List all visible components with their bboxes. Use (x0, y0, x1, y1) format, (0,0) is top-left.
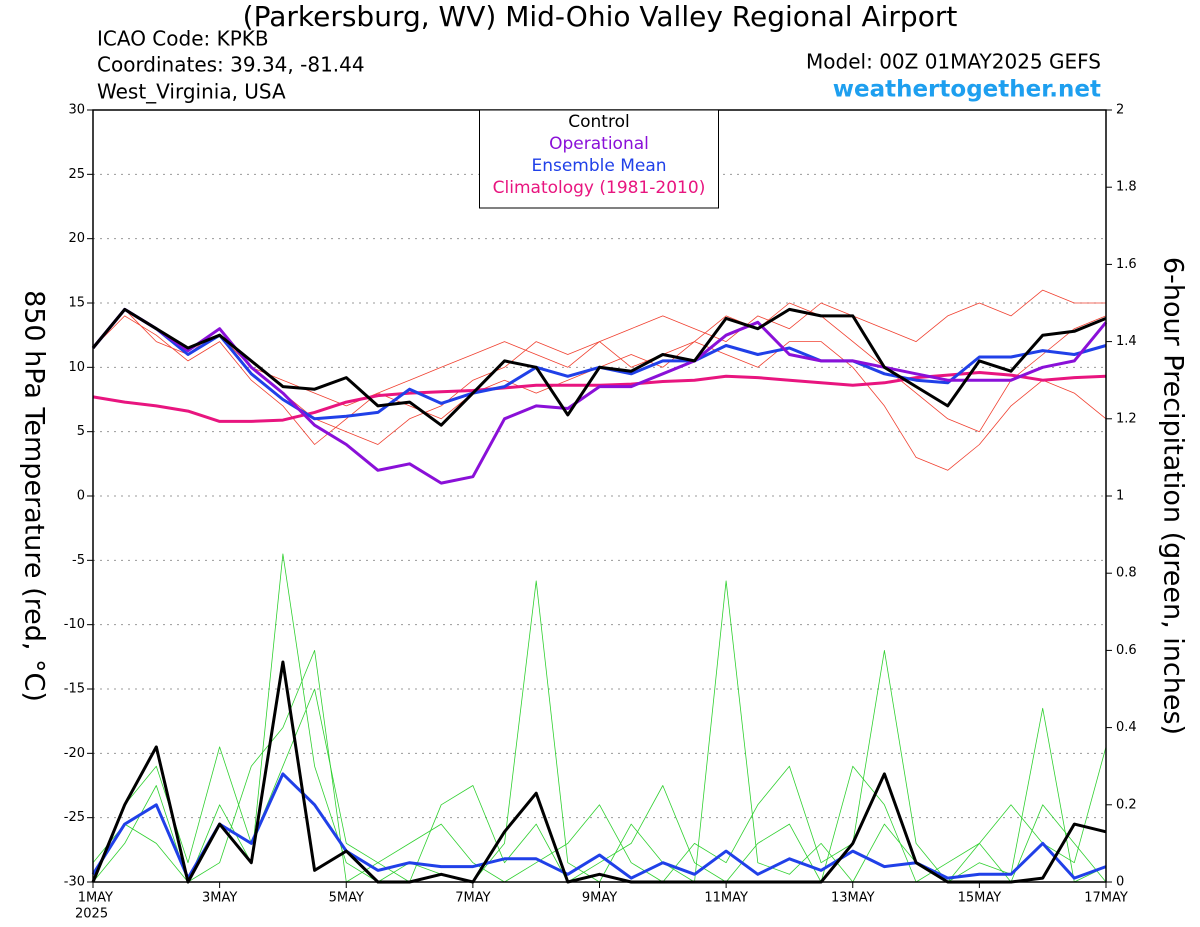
y-tick-label: 20 (68, 231, 85, 246)
y-tick-label: 15 (68, 296, 85, 311)
y2-tick-label: 2 (1116, 103, 1124, 118)
legend-entry: Ensemble Mean (531, 156, 666, 176)
y2-tick-label: 0.4 (1116, 720, 1137, 735)
x-tick-label: 11MAY (704, 891, 748, 906)
x-tick-label: 17MAY (1084, 891, 1128, 906)
y2-tick-label: 0.6 (1116, 643, 1137, 658)
x-tick-label: 9MAY (582, 891, 617, 906)
model-info: Model: 00Z 01MAY2025 GEFS (806, 50, 1101, 74)
legend-entry: Climatology (1981-2010) (493, 178, 706, 198)
temperature-line (91, 307, 1107, 421)
y2-tick-label: 1.2 (1116, 411, 1137, 426)
y-tick-label: -10 (64, 617, 85, 632)
y-tick-label: 0 (77, 489, 85, 504)
y-tick-label: -15 (64, 682, 85, 697)
y2-tick-label: 1.8 (1116, 180, 1137, 195)
y-tick-label: -5 (72, 553, 85, 568)
x-tick-label: 5MAY (329, 891, 364, 906)
y-tick-label: -30 (64, 875, 85, 890)
y-tick-label: 5 (77, 424, 85, 439)
precip-member-line (92, 650, 1107, 883)
legend-entry: Control (568, 112, 629, 132)
y2-axis-label: 6-hour Precipitation (green, inches) (1158, 257, 1189, 735)
y2-tick-label: 0.2 (1116, 797, 1137, 812)
y2-tick-label: 1.6 (1116, 257, 1137, 272)
precip-member-line (92, 553, 1107, 883)
x-tick-label: 7MAY (455, 891, 490, 906)
temperature-member-line (92, 289, 1106, 407)
y-tick-label: 30 (68, 103, 85, 118)
y-tick-label: -25 (64, 810, 85, 825)
legend-entry: Operational (549, 134, 649, 154)
x-tick-label: 13MAY (831, 891, 875, 906)
precip-line (91, 772, 1107, 880)
y2-tick-label: 0 (1116, 875, 1124, 890)
x-tick-label: 15MAY (958, 891, 1002, 906)
station-info: Coordinates: 39.34, -81.44 (97, 53, 365, 77)
legend-box (479, 109, 719, 209)
y-tick-label: -20 (64, 746, 85, 761)
y2-tick-label: 1 (1116, 489, 1124, 504)
station-info: ICAO Code: KPKB (97, 27, 269, 51)
x-tick-label: 3MAY (202, 891, 237, 906)
y2-tick-label: 0.8 (1116, 566, 1137, 581)
temperature-line (91, 307, 1108, 485)
x-tick-label: 1MAY (78, 891, 113, 906)
y-axis-label: 850 hPa Temperature (red, °C) (19, 290, 50, 702)
precip-member-line (92, 650, 1107, 883)
chart-title: (Parkersburg, WV) Mid-Ohio Valley Region… (243, 0, 958, 33)
y-tick-label: 10 (68, 360, 85, 375)
year-label: 2025 (75, 907, 108, 922)
y2-tick-label: 1.4 (1116, 334, 1137, 349)
precip-line (91, 660, 1107, 884)
station-info: West_Virginia, USA (97, 80, 286, 104)
temperature-line (91, 307, 1107, 427)
y-tick-label: 25 (68, 167, 85, 182)
site-name: weathertogether.net (833, 77, 1101, 103)
temperature-member-line (92, 315, 1107, 471)
